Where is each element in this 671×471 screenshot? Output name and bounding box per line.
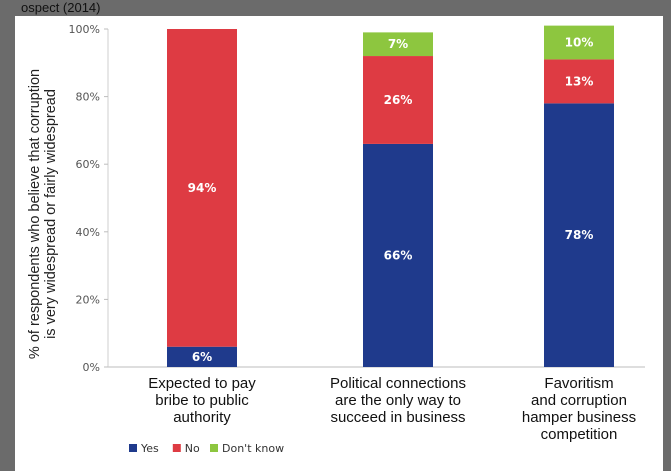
bar-no-1 [167, 29, 237, 347]
bar-yes-2 [363, 143, 433, 367]
category-label-line: bribe to public [155, 392, 249, 409]
legend-label: Don't know [222, 442, 284, 455]
top-caption: ospect (2014) [21, 0, 101, 15]
legend-label: No [185, 442, 200, 455]
data-label: 66% [384, 248, 413, 262]
bar-don-t-know-2 [363, 32, 433, 57]
y-tick-label: 40% [76, 226, 100, 239]
bar-no-2 [363, 56, 433, 144]
bar-don-t-know-3 [544, 25, 614, 60]
y-tick-label: 20% [76, 293, 100, 306]
data-label: 94% [188, 181, 217, 195]
category-label-line: Expected to pay [148, 375, 256, 392]
legend-label: Yes [140, 442, 159, 455]
data-label: 78% [565, 228, 594, 242]
category-label-line: competition [541, 426, 618, 443]
category-label-line: Favoritism [544, 375, 613, 392]
bar-yes-1 [167, 346, 237, 367]
y-tick-label: 80% [76, 91, 100, 104]
bar-yes-3 [544, 103, 614, 368]
legend-swatch [129, 444, 137, 452]
category-label-line: are the only way to [335, 392, 461, 409]
category-label-line: Political connections [330, 375, 466, 392]
data-label: 7% [388, 37, 408, 51]
legend-swatch [210, 444, 218, 452]
y-tick-label: 100% [69, 23, 100, 36]
bar-no-3 [544, 59, 614, 104]
data-label: 13% [565, 74, 594, 88]
data-label: 10% [565, 36, 594, 50]
category-label-line: and corruption [531, 392, 627, 409]
legend-swatch [172, 444, 181, 452]
data-label: 6% [192, 350, 212, 364]
y-tick-label: 60% [76, 158, 100, 171]
category-label-line: succeed in business [330, 409, 465, 426]
category-label-line: hamper business [522, 409, 636, 426]
stacked-bar-chart: 0% 20% 40% 60% 80% 100% 6% 94% Expected to paybr… [69, 23, 645, 455]
category-label-line: authority [173, 409, 231, 426]
chart-panel: ospect (2014) % of respondents who belie… [15, 0, 663, 471]
y-tick-label: 0% [83, 361, 100, 374]
data-label: 26% [384, 93, 413, 107]
